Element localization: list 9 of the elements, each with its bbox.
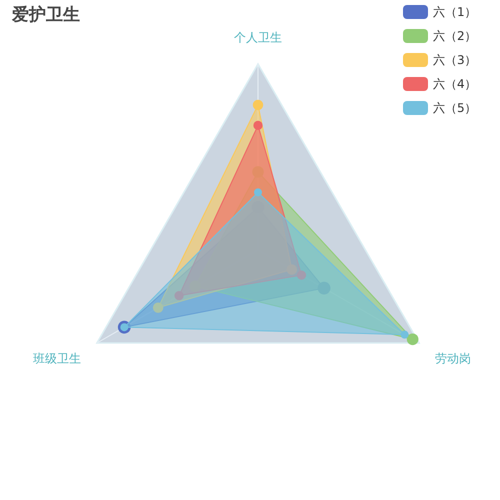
spoke-label: 个人卫生 <box>234 30 282 44</box>
legend-label: 六（1） <box>433 5 477 19</box>
chart-title: 爱护卫生 <box>11 5 80 25</box>
legend-label: 六（2） <box>433 29 477 43</box>
legend-label: 六（3） <box>433 53 477 67</box>
legend-label: 六（4） <box>433 77 477 91</box>
legend-label: 六（5） <box>433 101 477 115</box>
spoke-label: 劳动岗 <box>435 351 472 366</box>
spoke-label: 班级卫生 <box>32 351 81 366</box>
